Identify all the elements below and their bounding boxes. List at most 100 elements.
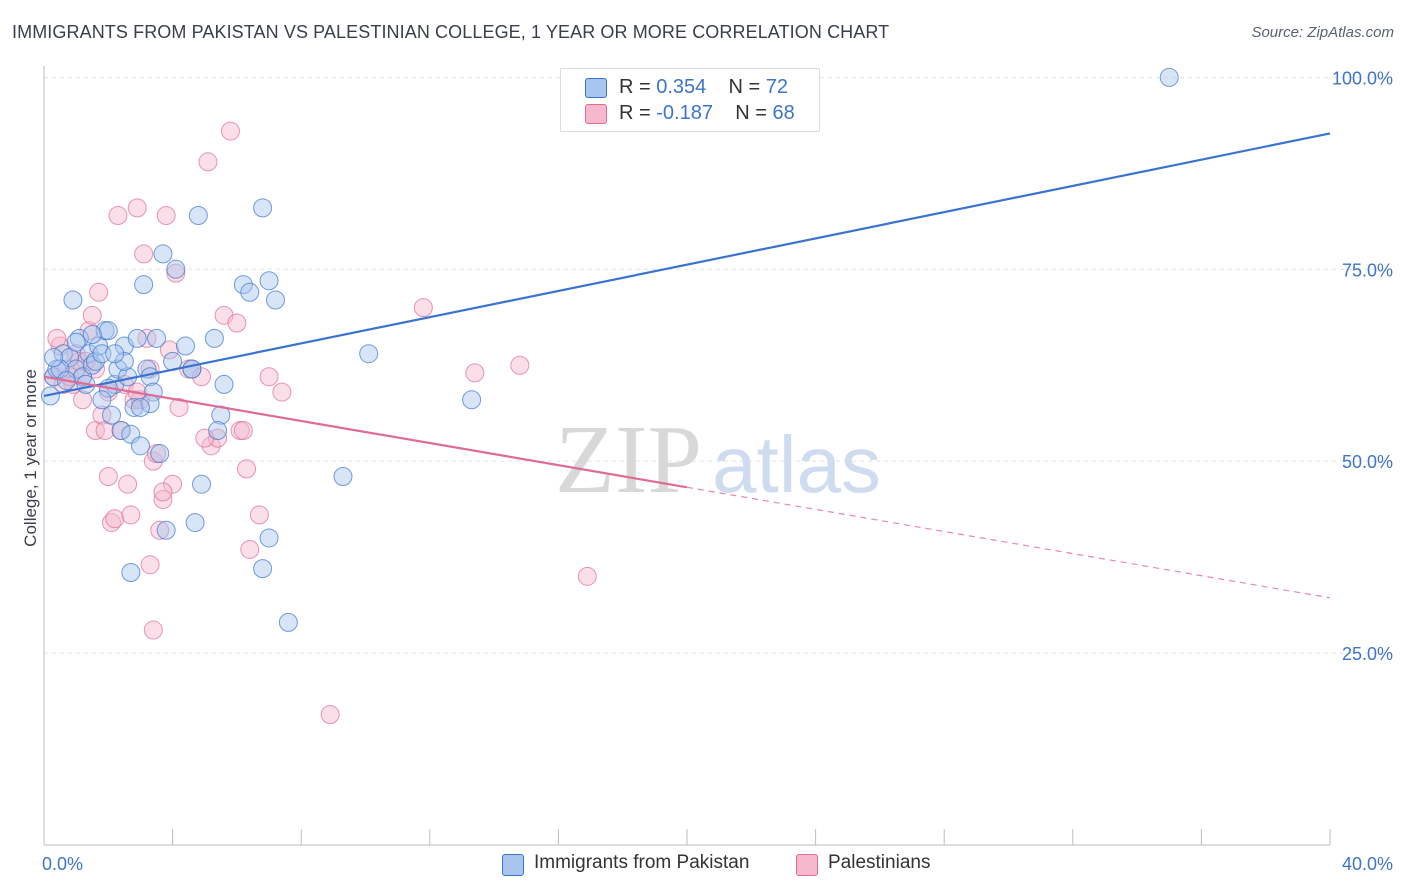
data-point bbox=[85, 351, 105, 371]
data-point bbox=[577, 566, 597, 586]
data-point bbox=[69, 351, 89, 371]
data-point bbox=[240, 539, 260, 559]
r-label: R = bbox=[619, 102, 657, 124]
data-point bbox=[40, 386, 60, 406]
data-point bbox=[127, 198, 147, 218]
data-point bbox=[92, 390, 112, 410]
palestinians-points bbox=[44, 121, 597, 724]
data-point bbox=[147, 328, 167, 348]
data-point bbox=[114, 351, 134, 371]
legend-label: Palestinians bbox=[828, 852, 931, 873]
data-point bbox=[259, 271, 279, 291]
data-point bbox=[166, 259, 186, 279]
data-point bbox=[208, 420, 228, 440]
data-point bbox=[240, 282, 260, 302]
y-axis-label: College, 1 year or more bbox=[21, 369, 40, 547]
data-point bbox=[1159, 67, 1179, 87]
data-point bbox=[192, 367, 212, 387]
data-point bbox=[153, 482, 173, 502]
data-point bbox=[98, 321, 118, 341]
data-point bbox=[130, 436, 150, 456]
n-label: N = bbox=[735, 102, 773, 124]
data-point bbox=[413, 298, 433, 318]
data-point bbox=[156, 520, 176, 540]
data-point bbox=[50, 359, 70, 379]
data-point bbox=[63, 290, 83, 310]
data-point bbox=[143, 620, 163, 640]
r-value: 0.354 bbox=[656, 76, 707, 98]
data-point bbox=[259, 367, 279, 387]
trend-line bbox=[43, 375, 688, 489]
data-point bbox=[169, 397, 189, 417]
data-point bbox=[98, 467, 118, 487]
y-tick-label: 25.0% bbox=[1342, 644, 1393, 664]
data-point bbox=[127, 328, 147, 348]
data-point bbox=[192, 474, 212, 494]
data-point bbox=[462, 390, 482, 410]
data-point bbox=[175, 336, 195, 356]
data-point bbox=[44, 348, 64, 368]
data-point bbox=[89, 282, 109, 302]
data-point bbox=[320, 705, 340, 724]
data-point bbox=[137, 328, 157, 348]
data-point bbox=[359, 344, 379, 364]
x-tick-labels: 0.0% 40.0% bbox=[42, 854, 1393, 874]
data-point bbox=[465, 363, 485, 383]
pakistan-points bbox=[40, 67, 1179, 632]
n-value: 72 bbox=[765, 76, 789, 98]
trend-line bbox=[43, 132, 1331, 398]
data-point bbox=[265, 290, 285, 310]
series-legend: Immigrants from Pakistan Palestinians bbox=[0, 851, 1406, 879]
data-point bbox=[140, 367, 160, 387]
data-point bbox=[134, 275, 154, 295]
watermark-atlas: atlas bbox=[712, 420, 881, 509]
data-point bbox=[188, 206, 208, 226]
legend-label: Immigrants from Pakistan bbox=[534, 852, 750, 873]
data-point bbox=[102, 513, 122, 533]
data-point bbox=[156, 206, 176, 226]
watermark: ZIP atlas bbox=[555, 406, 881, 514]
data-point bbox=[333, 467, 353, 487]
data-point bbox=[102, 405, 122, 425]
data-point bbox=[82, 305, 102, 325]
data-point bbox=[143, 451, 163, 471]
data-point bbox=[198, 152, 218, 172]
data-point bbox=[130, 397, 150, 417]
y-tick-label: 50.0% bbox=[1342, 452, 1393, 472]
data-point bbox=[227, 313, 247, 333]
data-point bbox=[124, 390, 144, 410]
data-point bbox=[108, 206, 128, 226]
data-point bbox=[272, 382, 292, 402]
x-tick-label: 0.0% bbox=[42, 854, 83, 874]
data-point bbox=[185, 513, 205, 533]
data-point bbox=[124, 397, 144, 417]
chart-title: IMMIGRANTS FROM PAKISTAN VS PALESTINIAN … bbox=[12, 22, 890, 42]
legend-row-text: R = -0.187 N = 68 bbox=[619, 102, 795, 125]
data-point bbox=[253, 198, 273, 218]
trend-lines bbox=[43, 132, 1331, 599]
legend-swatch-blue bbox=[502, 854, 524, 876]
data-point bbox=[118, 474, 138, 494]
data-point bbox=[204, 328, 224, 348]
grid-lines bbox=[44, 76, 1395, 654]
data-point bbox=[105, 509, 125, 529]
data-point bbox=[253, 559, 273, 579]
data-point bbox=[105, 344, 125, 364]
data-point bbox=[69, 328, 89, 348]
data-point bbox=[153, 244, 173, 264]
r-label: R = bbox=[619, 76, 657, 98]
data-point bbox=[220, 121, 240, 141]
data-point bbox=[237, 459, 257, 479]
data-point bbox=[249, 505, 269, 525]
y-tick-label: 75.0% bbox=[1342, 260, 1393, 280]
data-point bbox=[214, 374, 234, 394]
data-point bbox=[233, 420, 253, 440]
legend-swatch-blue bbox=[585, 78, 607, 98]
data-point bbox=[121, 505, 141, 525]
legend-row-text: R = 0.354 N = 72 bbox=[619, 76, 788, 99]
data-point bbox=[121, 562, 141, 582]
data-point bbox=[150, 444, 170, 463]
data-point bbox=[92, 405, 112, 425]
data-point bbox=[163, 474, 183, 494]
data-point bbox=[159, 340, 179, 360]
